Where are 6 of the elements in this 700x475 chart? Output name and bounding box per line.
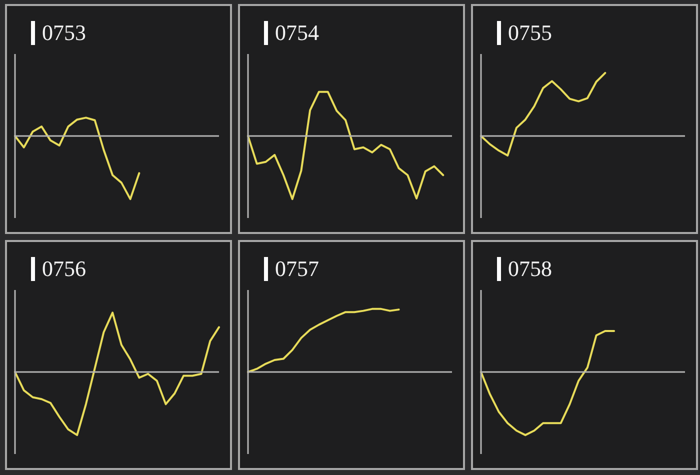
chart-title: 0756 [42,256,86,282]
chart-title: 0755 [508,20,552,46]
chart-title: 0758 [508,256,552,282]
chart-title: 0754 [275,20,319,46]
chart-title: 0757 [275,256,319,282]
chart-title: 0753 [42,20,86,46]
